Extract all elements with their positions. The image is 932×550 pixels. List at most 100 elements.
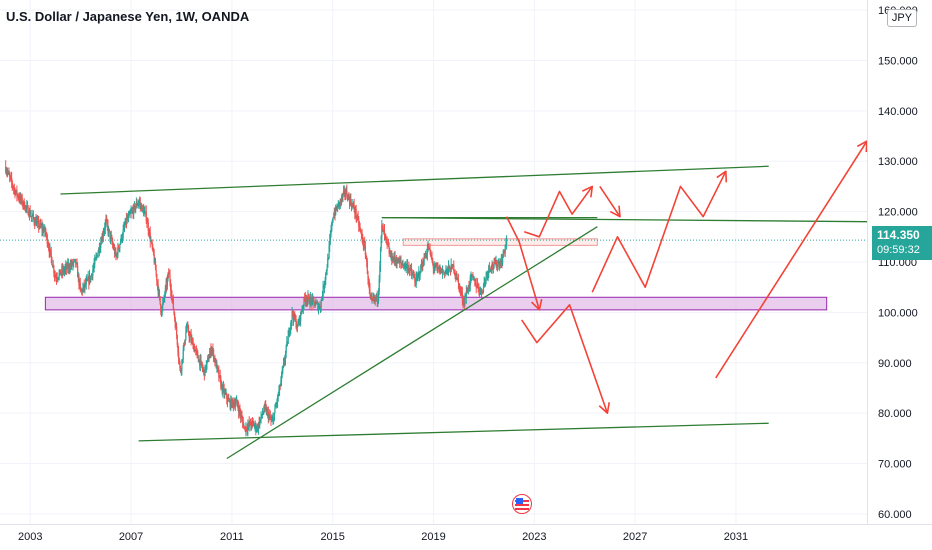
candle xyxy=(208,354,210,362)
candle xyxy=(339,198,341,210)
candle xyxy=(135,197,137,208)
candle xyxy=(273,417,275,425)
candle xyxy=(421,260,423,272)
candle xyxy=(243,423,245,428)
candle xyxy=(59,269,62,275)
candle xyxy=(441,267,443,274)
candle xyxy=(63,265,65,275)
candle xyxy=(308,293,310,304)
candle xyxy=(32,210,35,221)
candle xyxy=(203,367,205,376)
y-tick-label: 70.000 xyxy=(878,459,912,471)
candle xyxy=(297,318,299,325)
candle xyxy=(199,359,201,371)
candle xyxy=(290,319,293,330)
candle xyxy=(364,240,366,260)
candle xyxy=(464,292,466,307)
currency-badge[interactable]: JPY xyxy=(887,9,917,27)
candle xyxy=(192,337,194,350)
forecast-arrow[interactable] xyxy=(521,304,610,414)
trendline[interactable] xyxy=(138,422,769,442)
candle xyxy=(388,242,390,257)
trendline[interactable] xyxy=(60,165,769,195)
candle xyxy=(281,366,283,378)
candle xyxy=(411,269,413,276)
candle xyxy=(392,252,394,262)
candle xyxy=(272,412,274,425)
price-axis[interactable]: 60.000 70.000 80.000 90.000 100.000 110.000 12… xyxy=(878,5,918,521)
candle xyxy=(205,365,207,374)
candle xyxy=(183,342,185,352)
candle xyxy=(278,384,281,397)
candle xyxy=(88,269,91,286)
candle xyxy=(427,240,429,252)
candle xyxy=(189,331,192,337)
candle xyxy=(78,273,80,290)
candle xyxy=(334,207,336,221)
candle xyxy=(125,218,127,225)
candle xyxy=(321,296,323,301)
candle xyxy=(315,298,317,306)
candle xyxy=(319,307,322,313)
forecast-arrow[interactable] xyxy=(599,185,621,218)
candle xyxy=(328,241,330,260)
forecast-arrow[interactable] xyxy=(715,140,868,379)
candle xyxy=(412,269,415,278)
candle xyxy=(417,271,419,282)
candle xyxy=(451,263,454,270)
candle xyxy=(348,192,350,201)
candle xyxy=(50,246,52,264)
candle xyxy=(122,224,124,240)
candle xyxy=(230,396,232,409)
resistance-zone[interactable] xyxy=(402,238,598,246)
candle xyxy=(95,252,97,261)
candle xyxy=(397,258,399,264)
candle xyxy=(190,328,192,346)
candle xyxy=(197,357,200,363)
trendline[interactable] xyxy=(381,217,868,223)
candle xyxy=(228,393,230,401)
support-zone[interactable] xyxy=(44,296,828,311)
candle xyxy=(92,262,95,273)
candle xyxy=(327,257,330,261)
candle xyxy=(253,420,255,427)
candle xyxy=(335,205,337,212)
candle xyxy=(482,289,484,295)
forecast-arrow[interactable] xyxy=(591,170,728,293)
candle xyxy=(408,268,411,277)
candle xyxy=(407,265,409,274)
candle xyxy=(416,273,419,282)
candle xyxy=(456,272,458,281)
candle xyxy=(327,253,329,268)
candle xyxy=(377,288,380,304)
candle xyxy=(282,365,284,375)
forecast-arrows[interactable] xyxy=(505,140,868,414)
candle xyxy=(146,217,148,228)
candle xyxy=(308,293,310,300)
time-axis[interactable]: 2003 2007 2011 2015 2019 2023 2027 2031 xyxy=(18,531,748,543)
candle xyxy=(384,233,386,240)
us-flag-icon[interactable] xyxy=(512,494,532,514)
candle xyxy=(325,272,327,286)
chart-title: U.S. Dollar / Japanese Yen, 1W, OANDA xyxy=(6,9,250,24)
trendline[interactable] xyxy=(226,226,598,460)
candle xyxy=(472,275,475,281)
candle xyxy=(47,239,49,248)
candle xyxy=(360,230,363,240)
candle xyxy=(242,415,244,428)
candle xyxy=(428,243,430,251)
candle xyxy=(365,252,367,260)
candle xyxy=(210,343,212,359)
chart-zones[interactable] xyxy=(44,238,828,311)
forecast-arrow[interactable] xyxy=(505,216,543,311)
chart-trendlines[interactable] xyxy=(60,165,868,460)
candle xyxy=(376,290,378,307)
candle xyxy=(374,294,376,306)
candle xyxy=(115,253,118,258)
candle xyxy=(141,203,143,212)
forecast-arrow[interactable] xyxy=(523,185,594,238)
candle xyxy=(140,202,142,210)
candle xyxy=(294,313,297,322)
candle xyxy=(20,194,23,205)
